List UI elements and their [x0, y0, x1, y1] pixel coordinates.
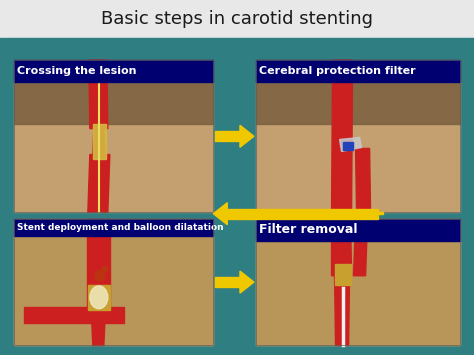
Bar [335, 264, 351, 285]
Bar [256, 219, 460, 345]
Bar [14, 60, 213, 212]
Bar [256, 219, 460, 345]
Bar [256, 60, 460, 212]
Polygon shape [213, 203, 228, 225]
Bar [343, 142, 353, 151]
Bar [14, 219, 213, 345]
Polygon shape [240, 125, 254, 147]
Text: Stent deployment and balloon dilatation: Stent deployment and balloon dilatation [17, 223, 224, 232]
Text: Filter removal: Filter removal [259, 223, 357, 236]
Polygon shape [88, 154, 110, 212]
Text: Basic steps in carotid stenting: Basic steps in carotid stenting [101, 10, 373, 28]
Circle shape [102, 266, 108, 272]
Circle shape [95, 271, 105, 281]
Polygon shape [89, 60, 108, 129]
Polygon shape [87, 219, 110, 307]
Polygon shape [332, 60, 353, 212]
Bar [256, 60, 460, 212]
Bar [373, 212, 383, 214]
Bar [88, 285, 110, 310]
Bar [256, 60, 460, 82]
Polygon shape [240, 271, 254, 293]
Bar [0, 38, 474, 355]
Polygon shape [354, 219, 367, 276]
Polygon shape [93, 129, 105, 154]
Bar [14, 219, 213, 345]
Bar [0, 0, 474, 38]
Bar [215, 277, 240, 287]
Bar [14, 219, 213, 345]
Text: Cerebral protection filter: Cerebral protection filter [259, 66, 416, 76]
Bar [24, 307, 124, 323]
Bar [215, 131, 240, 141]
Bar [256, 219, 460, 345]
Polygon shape [93, 124, 106, 159]
Polygon shape [91, 301, 106, 345]
Bar [14, 219, 213, 236]
Bar [256, 219, 460, 241]
Bar [14, 60, 213, 124]
Bar [256, 60, 460, 124]
Bar [14, 60, 213, 82]
Polygon shape [356, 148, 371, 212]
Ellipse shape [90, 286, 108, 309]
Bar [228, 209, 378, 219]
Polygon shape [332, 219, 352, 276]
Polygon shape [335, 276, 349, 345]
Polygon shape [339, 137, 362, 152]
Text: Crossing the lesion: Crossing the lesion [17, 66, 137, 76]
Bar [14, 60, 213, 212]
